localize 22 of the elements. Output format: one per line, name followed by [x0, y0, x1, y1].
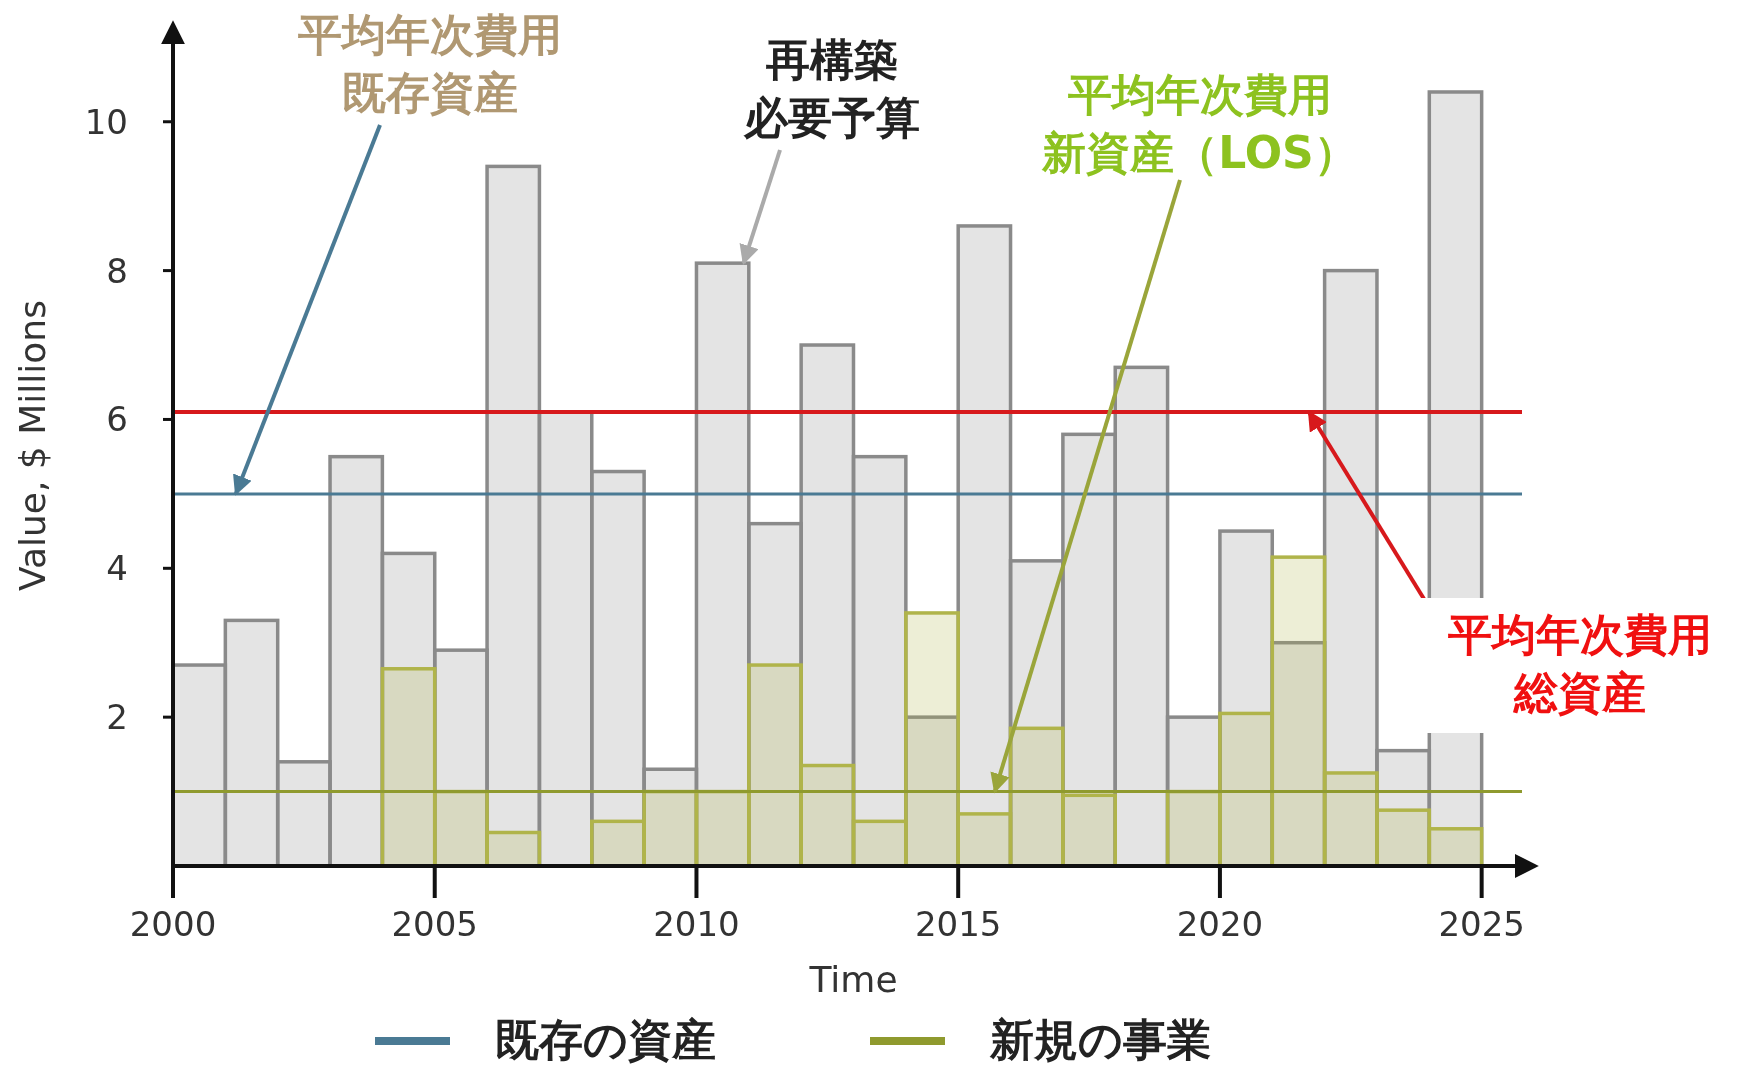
y-tick-label: 2	[106, 697, 128, 738]
annotation: 平均年次費用既存資産	[233, 9, 562, 496]
annotation: 平均年次費用総資産	[1307, 410, 1750, 733]
y-tick-label: 8	[106, 250, 128, 291]
annotation: 平均年次費用既存資産	[298, 9, 562, 118]
x-axis-title: Time	[808, 959, 898, 1000]
annotation: 再構築必要予算	[739, 34, 920, 266]
annotation: 再構築必要予算	[743, 34, 920, 143]
legend-label: 既存の資産	[495, 1014, 716, 1065]
annotation: 平均年次費用総資産	[1448, 609, 1712, 718]
x-tick-label: 2025	[1438, 904, 1525, 944]
x-tick-label: 2015	[914, 904, 1002, 944]
x-tick-label: 2000	[129, 904, 217, 944]
y-axis-title: Value, $ Millions	[12, 300, 53, 591]
annotation: 平均年次費用新資産（LOS）	[1041, 69, 1358, 178]
legend-label: 新規の事業	[989, 1014, 1211, 1065]
y-tick-label: 6	[106, 399, 128, 440]
x-tick-label: 2005	[391, 904, 478, 944]
x-tick-label: 2010	[653, 904, 740, 944]
y-tick-label: 10	[84, 101, 128, 142]
x-tick-label: 2020	[1176, 904, 1264, 944]
y-tick-label: 4	[106, 548, 128, 589]
